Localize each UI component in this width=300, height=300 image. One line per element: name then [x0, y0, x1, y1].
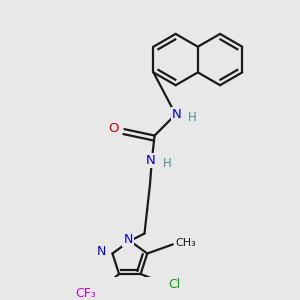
- Text: O: O: [108, 122, 119, 135]
- Text: H: H: [188, 111, 197, 124]
- Text: H: H: [163, 157, 172, 169]
- Text: N: N: [97, 245, 106, 258]
- Text: N: N: [146, 154, 156, 167]
- Text: N: N: [123, 232, 133, 245]
- Text: N: N: [172, 108, 182, 121]
- Text: CF₃: CF₃: [75, 287, 96, 300]
- Text: Cl: Cl: [168, 278, 181, 291]
- Text: CH₃: CH₃: [176, 238, 196, 248]
